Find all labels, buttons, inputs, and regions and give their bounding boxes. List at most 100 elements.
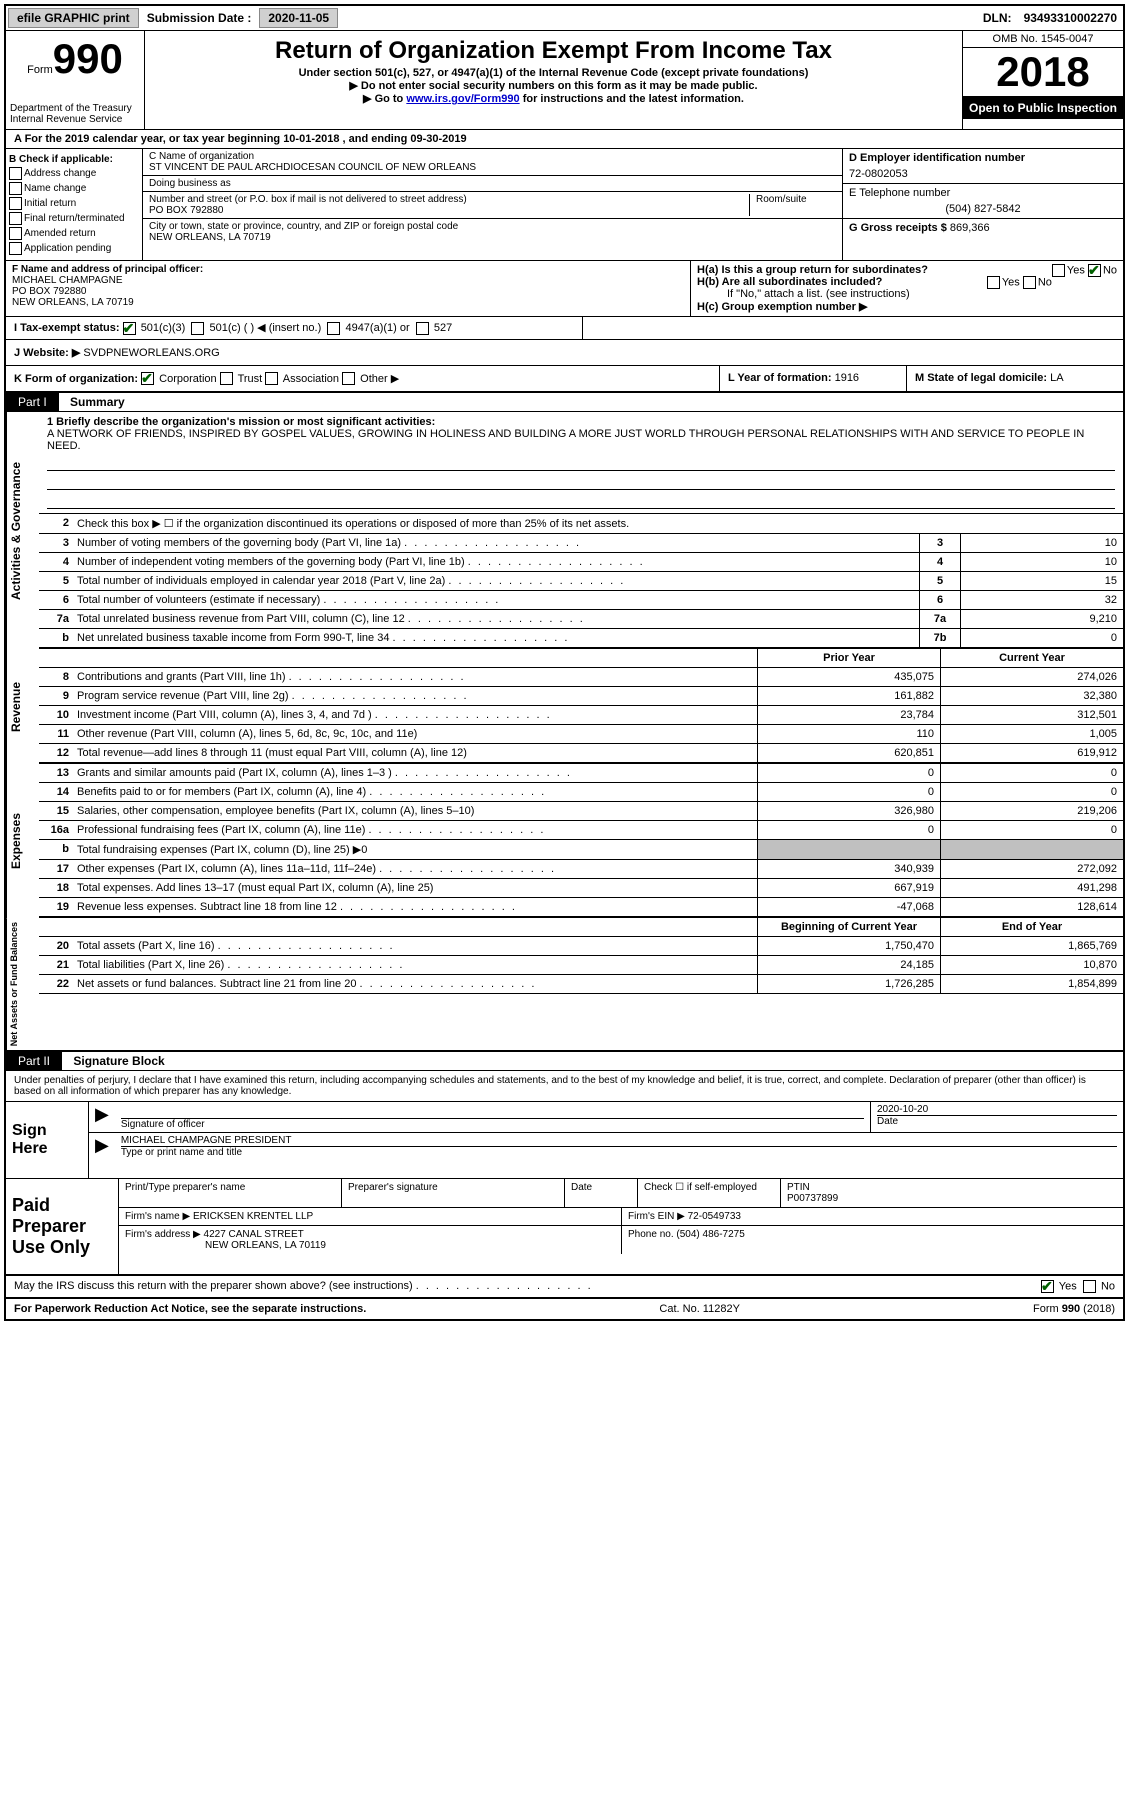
arrow-icon: ▶ — [89, 1133, 115, 1160]
cb-app-pending[interactable] — [9, 242, 22, 255]
line-16b-prior — [757, 840, 940, 859]
street-label: Number and street (or P.O. box if mail i… — [149, 194, 749, 205]
firm-ein-label: Firm's EIN ▶ — [628, 1211, 685, 1222]
signer-name-title: MICHAEL CHAMPAGNE PRESIDENT — [121, 1135, 1117, 1146]
cb-amended[interactable] — [9, 227, 22, 240]
efile-print-button[interactable]: efile GRAPHIC print — [8, 8, 139, 28]
line-16a: Professional fundraising fees (Part IX, … — [73, 821, 757, 839]
pp-date-label: Date — [565, 1179, 638, 1207]
cb-trust[interactable] — [220, 372, 233, 385]
subtitle-3: ▶ Go to www.irs.gov/Form990 for instruct… — [149, 92, 958, 105]
dln-label: DLN: — [977, 11, 1018, 25]
line-10-current: 312,501 — [940, 706, 1123, 724]
tax-year: 2018 — [963, 48, 1123, 97]
cb-527[interactable] — [416, 322, 429, 335]
phone-value: (504) 827-5842 — [849, 203, 1117, 215]
sig-date: 2020-10-20 — [877, 1104, 1117, 1115]
line-22-end: 1,854,899 — [940, 975, 1123, 993]
form-title: Return of Organization Exempt From Incom… — [149, 37, 958, 65]
line-17-current: 272,092 — [940, 860, 1123, 878]
line-15: Salaries, other compensation, employee b… — [73, 802, 757, 820]
line-21: Total liabilities (Part X, line 26) — [73, 956, 757, 974]
cb-other[interactable] — [342, 372, 355, 385]
paid-preparer-label: Paid Preparer Use Only — [6, 1179, 119, 1274]
check-if-applicable: B Check if applicable: Address change Na… — [6, 149, 143, 260]
cb-501c[interactable] — [191, 322, 204, 335]
line-11-prior: 110 — [757, 725, 940, 743]
cb-name-change[interactable] — [9, 182, 22, 195]
org-info-section: B Check if applicable: Address change Na… — [6, 149, 1123, 261]
line-5: Total number of individuals employed in … — [73, 572, 919, 590]
vert-revenue: Revenue — [6, 649, 39, 764]
line-12-prior: 620,851 — [757, 744, 940, 762]
paid-preparer-row: Paid Preparer Use Only Print/Type prepar… — [6, 1179, 1123, 1276]
line-18: Total expenses. Add lines 13–17 (must eq… — [73, 879, 757, 897]
firm-phone: (504) 486-7275 — [676, 1229, 744, 1240]
submission-label: Submission Date : — [141, 11, 258, 25]
cb-corp[interactable] — [141, 372, 154, 385]
line-19-prior: -47,068 — [757, 898, 940, 916]
hc-label: H(c) Group exemption number ▶ — [697, 300, 1117, 313]
ha-yes[interactable] — [1052, 264, 1065, 277]
officer-addr2: NEW ORLEANS, LA 70719 — [12, 297, 684, 308]
line-22-begin: 1,726,285 — [757, 975, 940, 993]
cb-address-change[interactable] — [9, 167, 22, 180]
discuss-no[interactable] — [1083, 1280, 1096, 1293]
dln-value: 93493310002270 — [1018, 11, 1123, 25]
dept-treasury: Department of the Treasury Internal Reve… — [10, 103, 140, 125]
cb-4947[interactable] — [327, 322, 340, 335]
sig-officer-label: Signature of officer — [121, 1118, 864, 1130]
line-4: Number of independent voting members of … — [73, 553, 919, 571]
paperwork-notice: For Paperwork Reduction Act Notice, see … — [14, 1303, 366, 1315]
tax-status-label: I Tax-exempt status: — [14, 322, 120, 334]
line-9-prior: 161,882 — [757, 687, 940, 705]
line-17: Other expenses (Part IX, column (A), lin… — [73, 860, 757, 878]
hb-label: H(b) Are all subordinates included? — [697, 276, 882, 288]
line-10: Investment income (Part VIII, column (A)… — [73, 706, 757, 724]
part2-header: Part II Signature Block — [6, 1052, 1123, 1071]
current-year-header: Current Year — [940, 649, 1123, 667]
discuss-yes[interactable] — [1041, 1280, 1054, 1293]
ha-label: H(a) Is this a group return for subordin… — [697, 264, 928, 276]
line-4-val: 10 — [960, 553, 1123, 571]
firm-addr: 4227 CANAL STREET — [204, 1229, 304, 1240]
mission-text: A NETWORK OF FRIENDS, INSPIRED BY GOSPEL… — [47, 428, 1115, 452]
hb-yes[interactable] — [987, 276, 1000, 289]
ha-no[interactable] — [1088, 264, 1101, 277]
line-3: Number of voting members of the governin… — [73, 534, 919, 552]
officer-h-row: F Name and address of principal officer:… — [6, 261, 1123, 317]
firm-phone-label: Phone no. — [628, 1229, 674, 1240]
tax-status-row: I Tax-exempt status: 501(c)(3) 501(c) ( … — [6, 317, 1123, 340]
form-ref: Form 990 (2018) — [1033, 1303, 1115, 1315]
street-value: PO BOX 792880 — [149, 205, 749, 216]
line-14-prior: 0 — [757, 783, 940, 801]
line-a: A For the 2019 calendar year, or tax yea… — [6, 130, 1123, 149]
line-14-current: 0 — [940, 783, 1123, 801]
city-label: City or town, state or province, country… — [149, 221, 836, 232]
part1-header: Part I Summary — [6, 393, 1123, 412]
line-12: Total revenue—add lines 8 through 11 (mu… — [73, 744, 757, 762]
line-15-current: 219,206 — [940, 802, 1123, 820]
irs-link[interactable]: www.irs.gov/Form990 — [406, 93, 519, 105]
cb-assoc[interactable] — [265, 372, 278, 385]
firm-city: NEW ORLEANS, LA 70119 — [125, 1240, 615, 1251]
right-header-box: OMB No. 1545-0047 2018 Open to Public In… — [962, 31, 1123, 129]
ptin-label: PTIN — [787, 1182, 1117, 1193]
cb-initial-return[interactable] — [9, 197, 22, 210]
prior-year-header: Prior Year — [757, 649, 940, 667]
line-12-current: 619,912 — [940, 744, 1123, 762]
org-name: ST VINCENT DE PAUL ARCHDIOCESAN COUNCIL … — [149, 162, 836, 173]
line-13: Grants and similar amounts paid (Part IX… — [73, 764, 757, 782]
line-15-prior: 326,980 — [757, 802, 940, 820]
cb-501c3[interactable] — [123, 322, 136, 335]
line-19: Revenue less expenses. Subtract line 18 … — [73, 898, 757, 916]
m-value: LA — [1050, 372, 1063, 384]
officer-info: F Name and address of principal officer:… — [6, 261, 691, 316]
hb-no[interactable] — [1023, 276, 1036, 289]
line-7b: Net unrelated business taxable income fr… — [73, 629, 919, 647]
line-7b-val: 0 — [960, 629, 1123, 647]
line-3-val: 10 — [960, 534, 1123, 552]
cb-final-return[interactable] — [9, 212, 22, 225]
cat-no: Cat. No. 11282Y — [659, 1303, 740, 1315]
ein-value: 72-0802053 — [849, 168, 1117, 180]
